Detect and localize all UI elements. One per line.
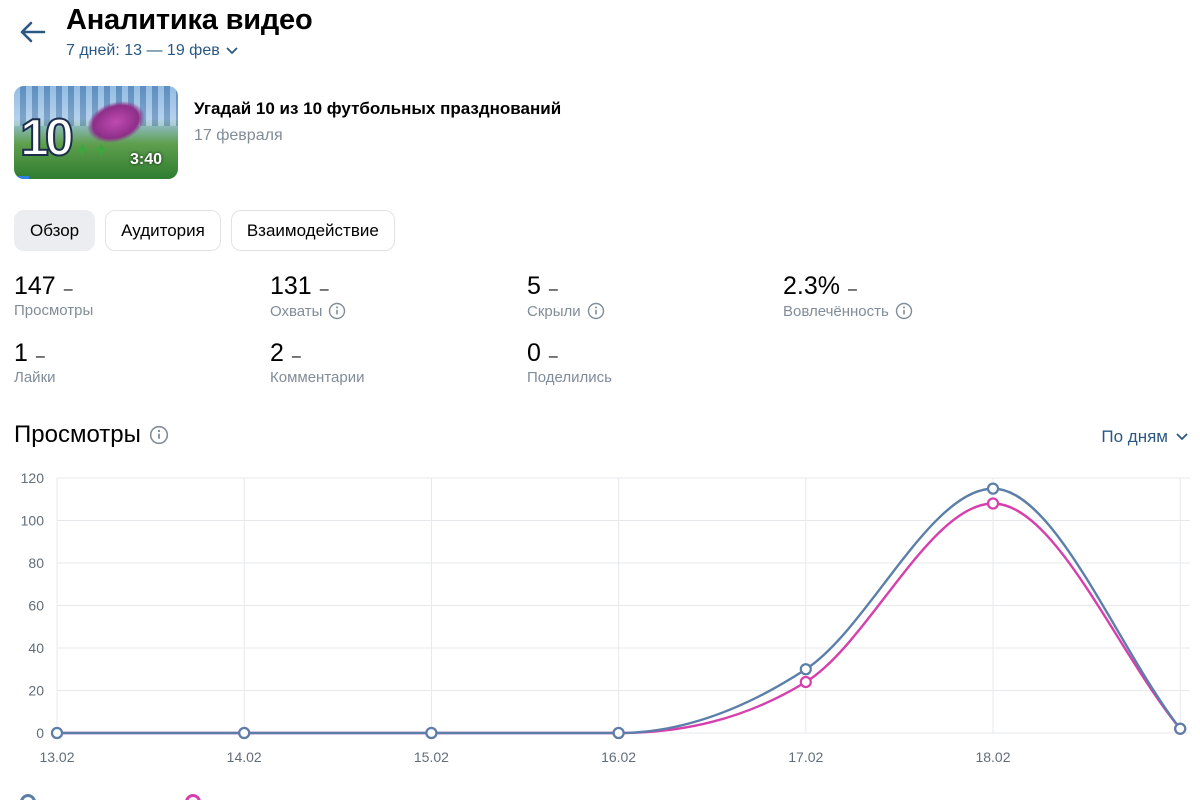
- stat-reach: 131– Охваты: [270, 272, 346, 320]
- stat-change: –: [847, 281, 857, 298]
- stat-label: Вовлечённость: [783, 302, 889, 320]
- data-point-blue: [238, 726, 251, 740]
- stat-value: 1: [14, 339, 28, 367]
- grouping-label: По дням: [1101, 427, 1168, 446]
- series-line-blue: [57, 487, 1182, 735]
- stat-value: 2: [270, 339, 284, 367]
- grouping-selector[interactable]: По дням: [1101, 427, 1188, 447]
- data-point-blue: [1174, 722, 1187, 735]
- tab-bar: Обзор Аудитория Взаимодействие: [14, 210, 395, 251]
- stat-change: –: [319, 281, 329, 298]
- video-title[interactable]: Угадай 10 из 10 футбольных празднований: [194, 99, 562, 118]
- stat-value: 0: [527, 339, 541, 367]
- tab-overview[interactable]: Обзор: [14, 210, 96, 251]
- watch-progress-bar: [14, 176, 29, 179]
- stat-hidden: 5– Скрыли: [527, 272, 605, 320]
- chevron-down-icon: [226, 47, 238, 54]
- stat-label: Поделились: [527, 369, 612, 386]
- info-icon[interactable]: [149, 425, 169, 445]
- info-icon[interactable]: [895, 302, 913, 320]
- stat-shares: 0– Поделились: [527, 339, 612, 386]
- data-point-blue: [986, 482, 1000, 495]
- stat-change: –: [63, 281, 73, 298]
- legend-marker-pink: [185, 794, 201, 800]
- x-tick-label: 17.02: [788, 749, 823, 765]
- info-icon[interactable]: [587, 302, 605, 320]
- chart-title: Просмотры: [14, 421, 169, 449]
- x-tick-label: 13.02: [39, 749, 74, 765]
- stat-engagement: 2.3% – Вовлечённость: [783, 272, 913, 320]
- stat-change: –: [548, 281, 558, 298]
- back-button[interactable]: [14, 16, 50, 48]
- video-thumbnail[interactable]: ✦✦ 10 3:40: [14, 86, 178, 179]
- stat-comments: 2– Комментарии: [270, 339, 364, 386]
- page-title: Аналитика видео: [66, 4, 313, 36]
- stat-value: 131: [270, 272, 312, 300]
- period-selector[interactable]: 7 дней: 13 — 19 фев: [66, 42, 238, 60]
- stat-likes: 1– Лайки: [14, 339, 56, 386]
- stat-change: –: [35, 348, 45, 365]
- thumbnail-number: 10: [19, 108, 75, 168]
- data-point-blue: [50, 726, 64, 740]
- stat-value: 147: [14, 272, 56, 300]
- y-tick-label: 20: [28, 683, 44, 699]
- data-point-blue: [612, 726, 625, 740]
- y-tick-label: 60: [28, 598, 44, 614]
- video-duration: 3:40: [129, 151, 162, 168]
- arrow-left-icon: [20, 21, 46, 43]
- y-tick-label: 100: [21, 513, 45, 529]
- stat-change: –: [548, 348, 558, 365]
- y-tick-label: 0: [36, 725, 44, 741]
- x-tick-label: 18.02: [975, 749, 1010, 765]
- data-point-pink: [799, 675, 812, 689]
- stat-label: Охваты: [270, 302, 323, 320]
- x-tick-label: 16.02: [601, 749, 636, 765]
- y-tick-label: 40: [28, 640, 44, 656]
- stat-value: 2.3%: [783, 272, 840, 300]
- views-line-chart: 0 20 40 60 80 100 120 13.02 14.02 15.02 16.02 17.02…: [21, 470, 1190, 765]
- stat-change: –: [291, 348, 301, 365]
- tab-engagement[interactable]: Взаимодействие: [230, 210, 395, 251]
- stat-label: Лайки: [14, 369, 56, 386]
- legend-marker-blue: [20, 794, 36, 800]
- info-icon[interactable]: [328, 302, 346, 320]
- tab-audience[interactable]: Аудитория: [105, 210, 221, 251]
- thumbnail-stars: ✦✦: [74, 140, 112, 162]
- data-point-blue: [799, 663, 812, 676]
- x-tick-label: 14.02: [227, 749, 262, 765]
- video-date: 17 февраля: [194, 127, 283, 144]
- stat-views: 147– Просмотры: [14, 272, 93, 319]
- y-tick-label: 120: [21, 470, 45, 486]
- stat-value: 5: [527, 272, 541, 300]
- chart-title-text: Просмотры: [14, 421, 141, 448]
- stat-label: Скрыли: [527, 302, 581, 320]
- x-tick-label: 15.02: [414, 749, 449, 765]
- data-point-blue: [425, 726, 438, 740]
- stat-label: Комментарии: [270, 369, 365, 386]
- stat-label: Просмотры: [14, 302, 94, 319]
- y-tick-label: 80: [28, 555, 44, 571]
- data-point-pink: [986, 497, 1000, 510]
- chevron-down-icon: [1176, 433, 1188, 440]
- period-label: 7 дней: 13 — 19 фев: [66, 42, 220, 59]
